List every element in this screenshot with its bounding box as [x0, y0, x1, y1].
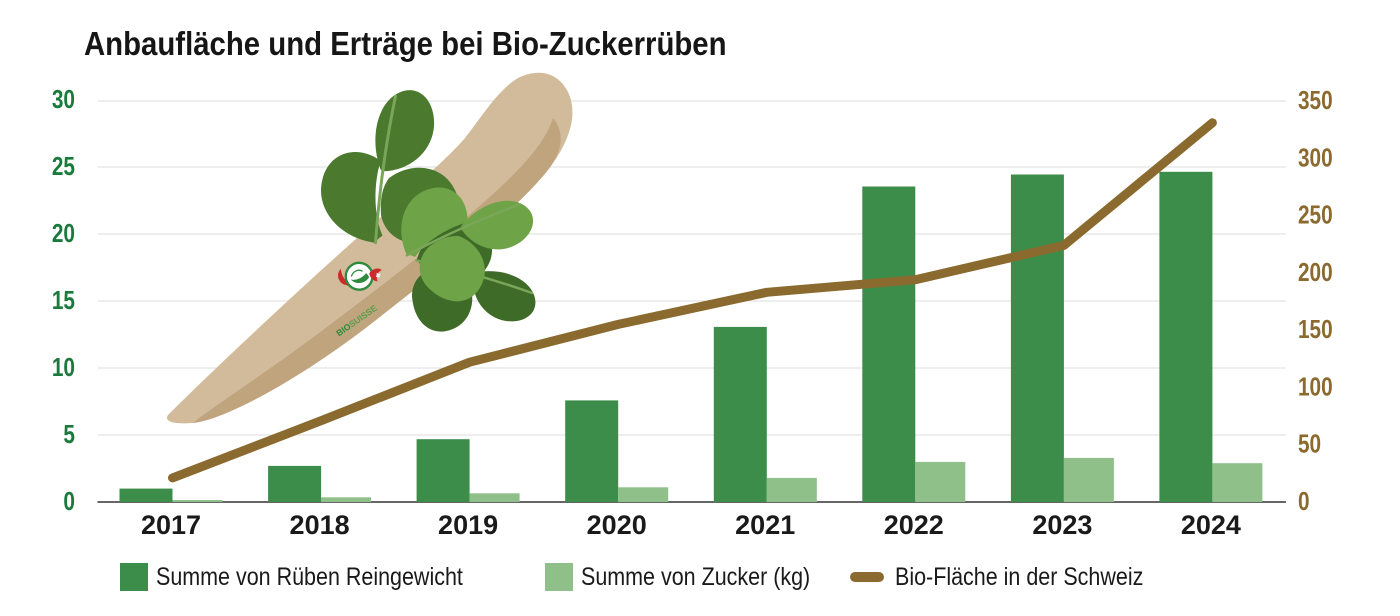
svg-text:150: 150 — [1298, 315, 1333, 344]
svg-text:5: 5 — [63, 420, 75, 449]
svg-text:Anbaufläche und Erträge bei Bi: Anbaufläche und Erträge bei Bio-Zuckerrü… — [84, 25, 727, 62]
svg-text:2023: 2023 — [1032, 510, 1092, 540]
svg-text:2020: 2020 — [587, 510, 647, 540]
svg-text:350: 350 — [1298, 86, 1333, 115]
svg-text:Summe von Rüben Reingewicht: Summe von Rüben Reingewicht — [156, 562, 463, 590]
svg-text:2022: 2022 — [884, 510, 944, 540]
svg-text:20: 20 — [52, 219, 75, 248]
svg-text:25: 25 — [52, 152, 75, 181]
svg-text:250: 250 — [1298, 200, 1333, 229]
svg-text:50: 50 — [1298, 430, 1321, 459]
svg-text:300: 300 — [1298, 143, 1333, 172]
svg-text:2019: 2019 — [438, 510, 498, 540]
svg-text:15: 15 — [52, 286, 75, 315]
svg-text:2024: 2024 — [1181, 510, 1241, 540]
svg-text:2017: 2017 — [141, 510, 201, 540]
svg-text:0: 0 — [63, 487, 75, 516]
svg-text:2018: 2018 — [290, 510, 350, 540]
svg-text:2021: 2021 — [735, 510, 795, 540]
svg-text:30: 30 — [52, 85, 75, 114]
svg-text:0: 0 — [1298, 487, 1310, 516]
svg-text:200: 200 — [1298, 258, 1333, 287]
svg-text:Summe von Zucker (kg): Summe von Zucker (kg) — [581, 562, 810, 590]
svg-text:100: 100 — [1298, 372, 1333, 401]
svg-text:Bio-Fläche in der Schweiz: Bio-Fläche in der Schweiz — [895, 562, 1143, 590]
svg-text:10: 10 — [52, 353, 75, 382]
